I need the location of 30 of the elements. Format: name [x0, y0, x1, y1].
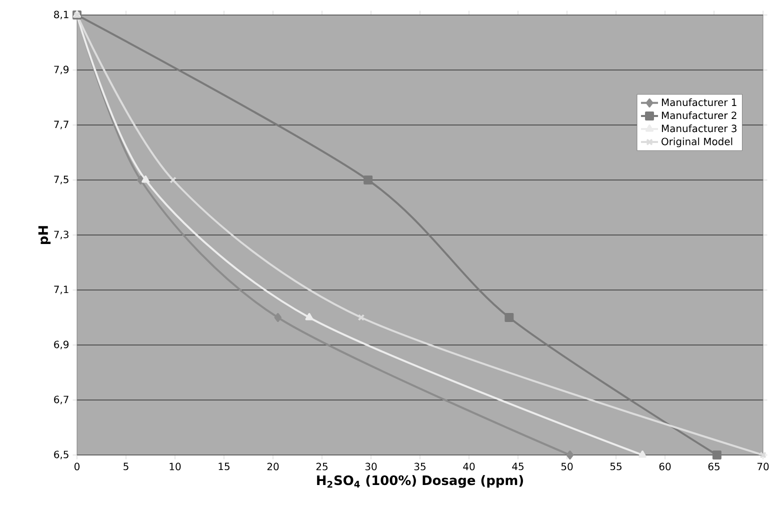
- x-axis-title: H$_{2}$SO$_{4}$ (100%) Dosage (ppm): [317, 475, 523, 488]
- legend-label: Manufacturer 1: [662, 98, 736, 106]
- x-tick-label: 35: [414, 462, 426, 470]
- y-tick-label: 7,1: [54, 286, 68, 294]
- x-tick-label: 70: [757, 462, 769, 470]
- y-tick-label: 7,3: [54, 230, 68, 240]
- y-tick-label: 7,5: [54, 176, 68, 184]
- y-tick-label: 7,7: [54, 120, 68, 130]
- y-axis-title: pH: [38, 226, 51, 244]
- y-tick-label: 6,9: [54, 340, 69, 350]
- x-tick-label: 0: [74, 462, 80, 470]
- x-tick-label: 15: [218, 462, 230, 470]
- legend-label: Manufacturer 2: [662, 111, 736, 120]
- x-tick-label: 5: [124, 462, 128, 470]
- y-tick-label: 8,1: [54, 10, 68, 20]
- x-tick-label: 10: [170, 462, 181, 470]
- x-tick-label: 60: [659, 462, 671, 470]
- y-tick-label: 7,9: [54, 66, 69, 74]
- x-tick-label: 25: [316, 462, 328, 470]
- x-tick-label: 40: [463, 462, 475, 470]
- y-tick-label: 6,5: [54, 450, 68, 460]
- legend-label: Manufacturer 3: [662, 124, 736, 132]
- legend-label: Original Model: [662, 138, 732, 148]
- x-tick-label: 50: [561, 462, 573, 470]
- x-tick-label: 45: [512, 462, 524, 470]
- x-tick-label: 20: [267, 462, 279, 470]
- x-tick-label: 30: [365, 462, 377, 470]
- x-tick-label: 65: [708, 462, 720, 470]
- y-tick-label: 6,7: [54, 396, 68, 404]
- x-tick-label: 55: [610, 462, 622, 470]
